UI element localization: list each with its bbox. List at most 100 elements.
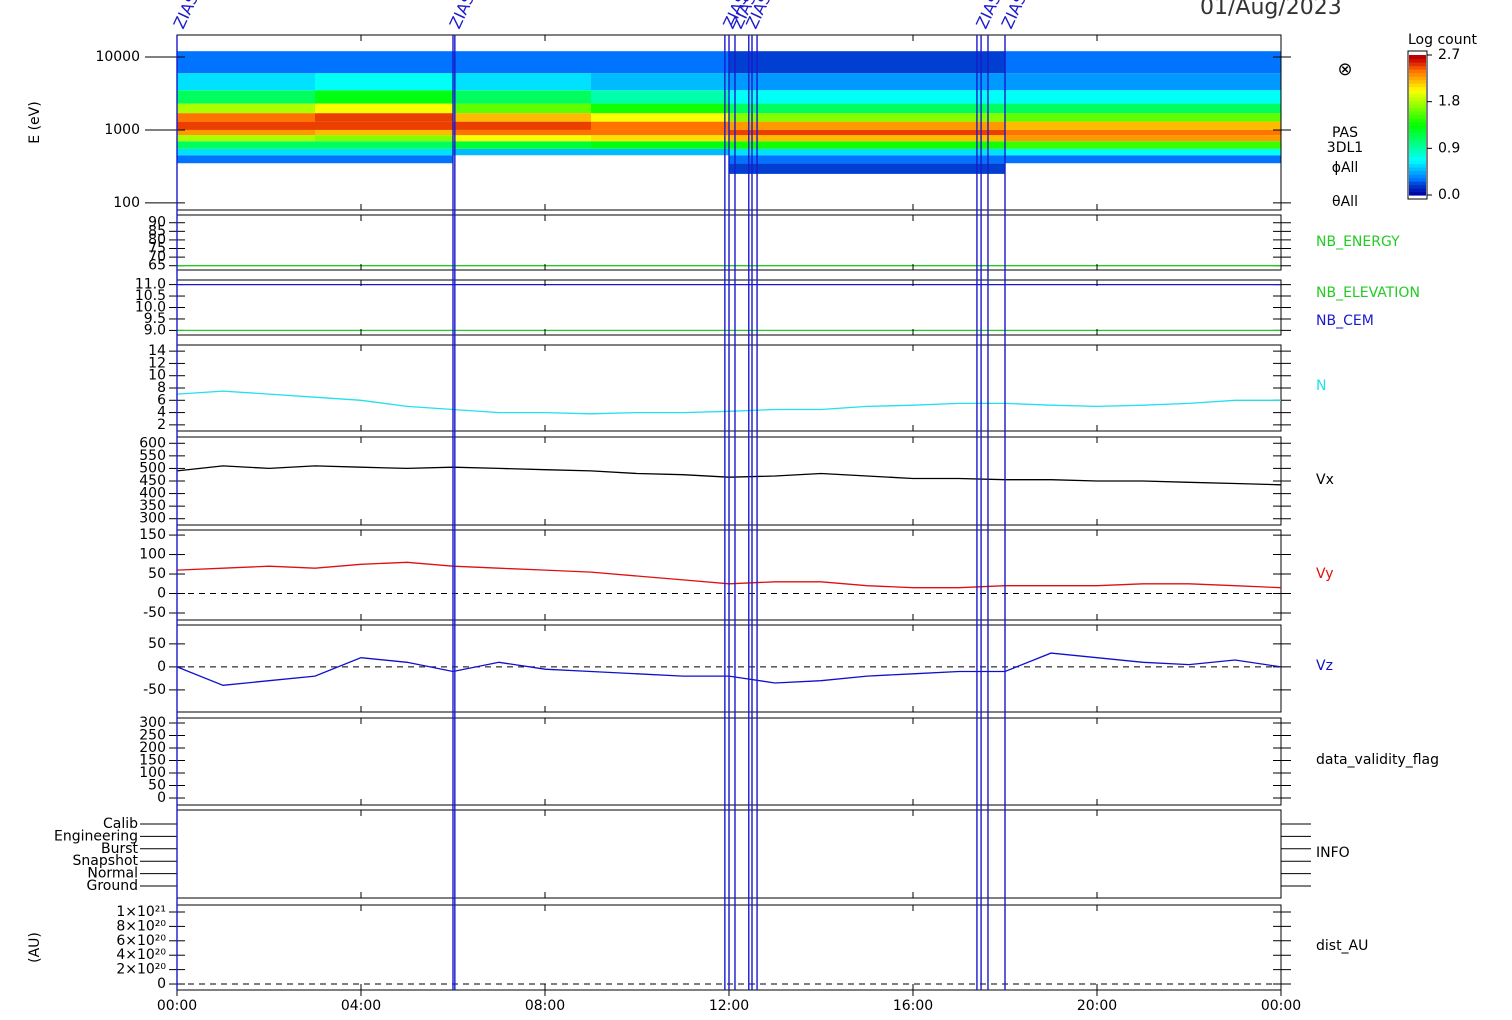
spectrogram-cell [177, 51, 315, 74]
y-tick-label: 500 [139, 460, 166, 476]
category-label: Engineering [54, 828, 138, 844]
spectrogram-cell [177, 113, 315, 122]
colorbar-segment [1409, 72, 1426, 77]
y-tick-label: 50 [148, 566, 166, 582]
spectrogram-cell [729, 103, 867, 114]
spectrogram-cell [453, 103, 591, 114]
y-tick-label: 100 [139, 547, 166, 563]
spectrogram-cell [315, 73, 453, 91]
colorbar-segment [1409, 121, 1426, 126]
spectrogram-cell [177, 73, 315, 91]
y-tick-label: 50 [148, 636, 166, 652]
spectrogram-cell [453, 73, 591, 91]
y-tick-label: 2 [157, 417, 166, 433]
colorbar-segment [1409, 128, 1426, 133]
y-tick-label: 85 [148, 223, 166, 239]
y-tick-label: 1000 [104, 122, 140, 138]
y-tick-label: 100 [113, 195, 140, 211]
spectrogram-cell [729, 155, 867, 164]
y-tick-label: 6 [157, 392, 166, 408]
y-tick-label: 550 [139, 448, 166, 464]
spectrogram-cell [1005, 90, 1143, 104]
y-tick-label: 90 [148, 215, 166, 231]
y-tick-label: 300 [139, 511, 166, 527]
event-label: ZIAS [997, 0, 1030, 32]
colorbar-segment [1409, 125, 1426, 130]
spectrogram-cell [867, 129, 1005, 136]
spectrogram-cell [591, 103, 729, 114]
y-tick-label: 70 [148, 249, 166, 265]
spectrogram-cell [1143, 113, 1281, 122]
spectrogram-cell [453, 148, 591, 156]
spectrogram-cell [315, 135, 453, 142]
spectrogram-cell [729, 141, 867, 149]
y-tick-label: 4 [157, 405, 166, 421]
colorbar-segment [1409, 135, 1426, 140]
spectrogram-cell [1143, 155, 1281, 164]
spectrogram-cell [867, 51, 1005, 74]
colorbar-segment [1409, 107, 1426, 112]
y-tick-label: 2×10²⁰ [116, 962, 166, 978]
spectrogram-cell [1005, 155, 1143, 164]
colorbar-segment [1409, 149, 1426, 154]
colorbar-segment [1409, 100, 1426, 105]
spectrogram-cell [729, 51, 867, 74]
y-tick-label: 450 [139, 473, 166, 489]
colorbar-title: Log count [1408, 32, 1477, 48]
spectrogram-cell [867, 135, 1005, 142]
series-name: NB_CEM [1316, 313, 1374, 329]
x-tick-label: 16:00 [893, 998, 933, 1014]
colorbar-segment [1409, 139, 1426, 144]
spectrogram-cell [1143, 73, 1281, 91]
spectrogram-cell [867, 155, 1005, 164]
colorbar-tick-label: 0.9 [1438, 140, 1460, 156]
spectrogram-cell [591, 113, 729, 122]
spectrogram-cell [453, 129, 591, 136]
colorbar-segment [1409, 153, 1426, 158]
y-tick-label: 0 [157, 586, 166, 602]
category-label: Normal [87, 866, 138, 882]
series-name: Vz [1316, 658, 1333, 674]
spectrogram-cell [177, 155, 315, 164]
colorbar-segment [1409, 111, 1426, 116]
spectrogram-cell [591, 148, 729, 156]
spectrogram-cell [867, 103, 1005, 114]
spectrogram-cell [315, 113, 453, 122]
colorbar-segment [1409, 163, 1426, 168]
x-tick-label: 12:00 [709, 998, 749, 1014]
y-axis-label: (AU) [27, 932, 43, 963]
colorbar-segment [1409, 156, 1426, 161]
x-tick-label: 08:00 [525, 998, 565, 1014]
y-tick-label: 10.5 [135, 288, 166, 304]
category-label: Ground [87, 878, 139, 894]
y-tick-label: 0 [157, 790, 166, 806]
spectrogram-cell [177, 121, 315, 130]
colorbar-segment [1409, 93, 1426, 98]
colorbar-segment [1409, 160, 1426, 165]
spectrogram-cell [1005, 103, 1143, 114]
series-name: NB_ELEVATION [1316, 285, 1420, 301]
category-label: Burst [101, 841, 139, 857]
y-tick-label: 250 [139, 728, 166, 744]
y-tick-label: 600 [139, 435, 166, 451]
y-tick-label: 200 [139, 740, 166, 756]
colorbar-segment [1409, 132, 1426, 137]
spectrogram-cell [867, 148, 1005, 156]
y-tick-label: 0 [157, 659, 166, 675]
colorbar-segment [1409, 142, 1426, 147]
y-tick-label: -50 [143, 605, 166, 621]
spectrogram-cell [1143, 51, 1281, 74]
colorbar-segment [1409, 97, 1426, 102]
y-tick-label: 1×10²¹ [116, 904, 166, 920]
y-tick-label: 9.5 [144, 311, 166, 327]
spectrogram-cell [453, 135, 591, 142]
y-tick-label: 400 [139, 486, 166, 502]
x-tick-label: 04:00 [341, 998, 381, 1014]
x-tick-label: 00:00 [1261, 998, 1301, 1014]
spectrogram-cell [729, 113, 867, 122]
colorbar-segment [1409, 170, 1426, 175]
colorbar-segment [1409, 188, 1426, 193]
spectrogram-cell [591, 121, 729, 130]
y-axis-label: E (eV) [27, 101, 43, 143]
y-tick-label: 11.0 [135, 277, 166, 293]
